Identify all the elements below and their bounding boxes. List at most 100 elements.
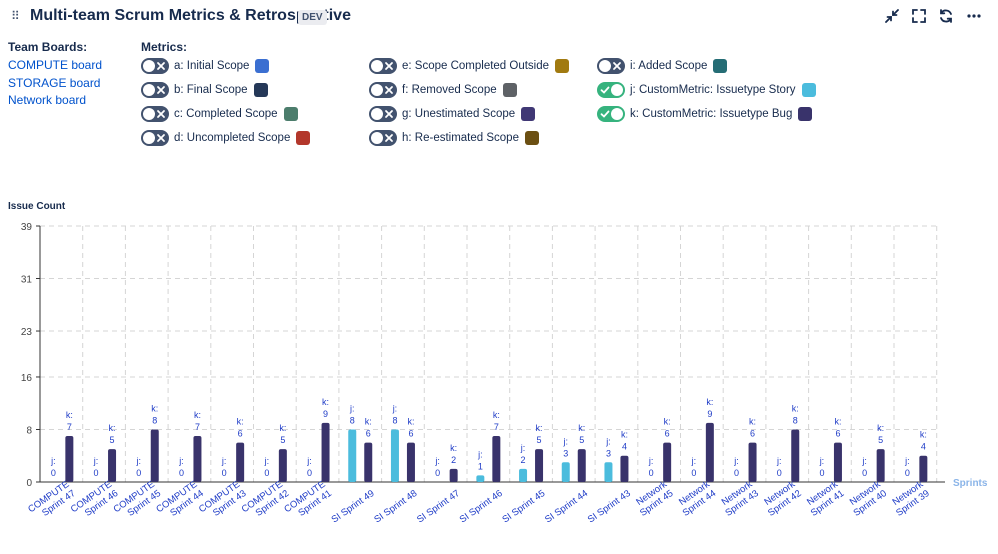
metric-color-swatch: [798, 107, 813, 121]
refresh-icon[interactable]: [935, 5, 957, 27]
metric-label: h: Re-estimated Scope: [402, 132, 519, 144]
metric-toggle-row[interactable]: h: Re-estimated Scope: [369, 129, 539, 147]
cross-icon: [385, 62, 393, 70]
bar-k: [876, 449, 885, 482]
bar-k: [193, 436, 202, 482]
metric-toggle-row[interactable]: i: Added Scope: [597, 57, 728, 75]
data-label-value: 4: [921, 442, 926, 452]
data-label-series: j:: [563, 436, 569, 446]
toggle-off[interactable]: [369, 106, 397, 122]
data-label-value: 5: [579, 435, 584, 445]
data-label-series: k:: [578, 423, 585, 433]
toggle-on[interactable]: [597, 82, 625, 98]
drag-handle-icon[interactable]: ⠿: [11, 9, 20, 23]
bar-k: [919, 455, 928, 482]
metric-toggle-row[interactable]: e: Scope Completed Outside: [369, 57, 570, 75]
data-label-series: j:: [306, 456, 312, 466]
y-tick-label: 39: [21, 222, 33, 233]
data-label-series: j:: [648, 456, 654, 466]
metric-label: f: Removed Scope: [402, 84, 497, 96]
data-label-series: k:: [407, 417, 414, 427]
team-boards: Team Boards: COMPUTE board STORAGE board…: [8, 40, 138, 110]
bar-k: [364, 442, 373, 482]
data-label-value: 0: [905, 468, 910, 478]
toggle-off[interactable]: [141, 106, 169, 122]
data-label-series: k:: [322, 397, 329, 407]
data-label-series: k:: [920, 430, 927, 440]
toggle-off[interactable]: [369, 58, 397, 74]
toggle-off[interactable]: [369, 130, 397, 146]
bar-j: [604, 462, 613, 482]
x-tick-label: SI Sprint 47: [415, 488, 462, 525]
board-link-storage[interactable]: STORAGE board: [8, 75, 101, 90]
data-label-series: j:: [477, 449, 483, 459]
toggle-off[interactable]: [369, 82, 397, 98]
data-label-series: j:: [819, 456, 825, 466]
data-label-series: j:: [349, 403, 355, 413]
x-tick-label: SI Sprint 49: [330, 488, 377, 525]
data-label-value: 6: [408, 429, 413, 439]
x-tick-label-line: SI Sprint 45: [500, 488, 547, 525]
board-link-network[interactable]: Network board: [8, 93, 87, 107]
metric-color-swatch: [555, 59, 570, 73]
bar-j: [390, 429, 399, 482]
metric-toggle-row[interactable]: f: Removed Scope: [369, 81, 517, 99]
data-label-series: j:: [136, 456, 142, 466]
data-label-value: 8: [152, 415, 157, 425]
data-label-value: 2: [451, 455, 456, 465]
toggle-off[interactable]: [597, 58, 625, 74]
cross-icon: [385, 86, 393, 94]
bar-k: [705, 422, 714, 482]
data-label-value: 0: [179, 468, 184, 478]
bar-k: [535, 449, 544, 482]
toggle-off[interactable]: [141, 82, 169, 98]
metric-label: i: Added Scope: [630, 60, 708, 72]
data-label-value: 0: [819, 468, 824, 478]
data-label-value: 0: [649, 468, 654, 478]
x-tick-label: SI Sprint 45: [500, 488, 547, 525]
x-tick-label-line: SI Sprint 48: [372, 488, 419, 525]
team-boards-heading: Team Boards:: [8, 40, 88, 54]
x-tick-label-line: SI Sprint 44: [543, 488, 590, 525]
metric-toggle-row[interactable]: g: Unestimated Scope: [369, 105, 536, 123]
metrics-heading: Metrics:: [141, 40, 188, 54]
data-label-value: 5: [280, 435, 285, 445]
toggle-off[interactable]: [141, 58, 169, 74]
x-axis-label: Sprints: [953, 478, 988, 489]
board-link-compute[interactable]: COMPUTE board: [8, 58, 103, 72]
metric-toggle-row[interactable]: d: Uncompleted Scope: [141, 129, 311, 147]
metric-toggle-row[interactable]: j: CustomMetric: Issuetype Story: [597, 81, 816, 99]
metric-toggle-row[interactable]: b: Final Scope: [141, 81, 268, 99]
metric-toggle-row[interactable]: k: CustomMetric: Issuetype Bug: [597, 105, 813, 123]
data-label-series: j:: [776, 456, 782, 466]
x-tick-label: SI Sprint 48: [372, 488, 419, 525]
data-label-value: 0: [307, 468, 312, 478]
collapse-icon[interactable]: [881, 5, 903, 27]
data-label-series: j:: [861, 456, 867, 466]
data-label-value: 8: [392, 415, 397, 425]
bar-k: [791, 429, 800, 482]
data-label-series: j:: [264, 456, 270, 466]
data-label-series: j:: [520, 443, 526, 453]
metric-toggle-row[interactable]: a: Initial Scope: [141, 57, 270, 75]
chart-title: Issue Count: [8, 201, 66, 212]
data-label-series: j:: [50, 456, 56, 466]
x-tick-label: SI Sprint 44: [543, 488, 590, 525]
toggle-off[interactable]: [141, 130, 169, 146]
cross-icon: [157, 86, 165, 94]
toggle-on[interactable]: [597, 106, 625, 122]
data-label-series: k:: [536, 423, 543, 433]
fullscreen-icon[interactable]: [908, 5, 930, 27]
data-label-value: 0: [435, 468, 440, 478]
more-options-icon[interactable]: [963, 5, 985, 27]
panel-title: Multi-team Scrum Metrics & Retrospective: [30, 7, 351, 24]
metric-toggle-row[interactable]: c: Completed Scope: [141, 105, 298, 123]
data-label-value: 1: [478, 461, 483, 471]
